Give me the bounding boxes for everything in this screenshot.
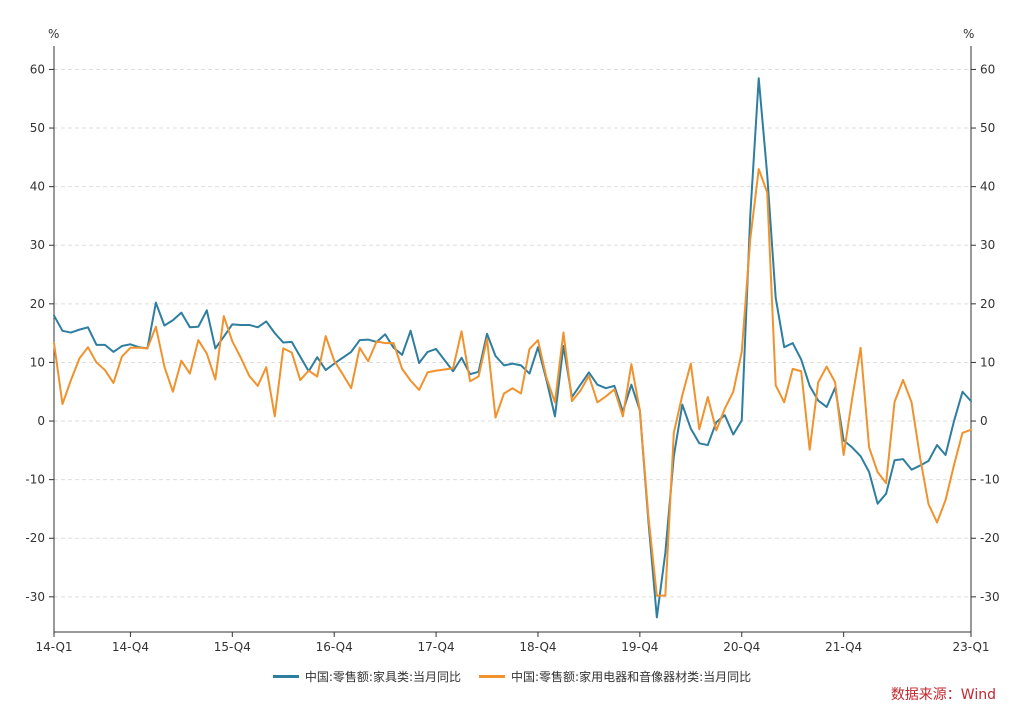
series-line-appliances: [53, 168, 972, 597]
series-lines: [53, 77, 972, 619]
x-tick-label: 20-Q4: [723, 640, 760, 654]
x-tick-label: 15-Q4: [214, 640, 251, 654]
gridlines: [54, 68, 971, 598]
left-y-tick-label: -10: [25, 473, 45, 487]
series-line-furniture: [53, 77, 972, 619]
right-y-tick-label: 10: [980, 355, 995, 369]
legend-swatch-furniture: [272, 674, 299, 678]
left-y-ticks: -30 -20 -10 0 10 20 30 40 50 60: [25, 62, 54, 604]
right-y-tick-label: 30: [980, 238, 995, 252]
right-y-tick-label: 40: [980, 180, 995, 194]
x-tick-label: 19-Q4: [621, 640, 658, 654]
legend-swatch-appliances: [479, 674, 505, 678]
left-y-tick-label: 50: [30, 121, 45, 135]
left-y-tick-label: 0: [37, 414, 45, 428]
left-y-tick-label: -20: [25, 531, 45, 545]
right-y-tick-label: 20: [980, 297, 995, 311]
axes: [53, 46, 972, 633]
source-note: 数据来源：Wind: [890, 687, 996, 703]
x-tick-label: 16-Q4: [316, 640, 353, 654]
right-y-tick-label: -20: [980, 531, 1000, 545]
right-y-unit: %: [963, 27, 974, 41]
x-tick-label: 14-Q1: [35, 640, 72, 654]
left-y-tick-label: 30: [30, 238, 45, 252]
left-y-tick-label: 20: [30, 297, 45, 311]
left-y-unit: %: [48, 27, 59, 41]
right-y-tick-label: 50: [980, 121, 995, 135]
legend-item-furniture: 中国:零售额:家具类:当月同比: [272, 668, 461, 685]
x-tick-label: 18-Q4: [519, 640, 556, 654]
right-y-tick-label: -10: [980, 473, 1000, 487]
legend-item-appliances: 中国:零售额:家用电器和音像器材类:当月同比: [479, 668, 751, 685]
right-y-tick-label: 60: [980, 62, 995, 76]
right-y-tick-label: -30: [980, 590, 1000, 604]
right-y-ticks: -30 -20 -10 0 10 20 30 40 50 60: [971, 62, 1000, 604]
x-tick-label: 21-Q4: [825, 640, 862, 654]
legend-label-appliances: 中国:零售额:家用电器和音像器材类:当月同比: [511, 669, 752, 684]
x-ticks: 14-Q1 14-Q4 15-Q4 16-Q4 17-Q4 18-Q4 19-Q4 20-Q4…: [35, 632, 990, 654]
left-y-tick-label: -30: [25, 590, 45, 604]
left-y-tick-label: 60: [30, 62, 45, 76]
legend: 中国:零售额:家具类:当月同比 中国:零售额:家用电器和音像器材类:当月同比: [0, 664, 1024, 688]
legend-label-furniture: 中国:零售额:家具类:当月同比: [304, 669, 461, 684]
left-y-tick-label: 40: [30, 180, 45, 194]
left-y-tick-label: 10: [30, 355, 45, 369]
x-tick-label: 23-Q1: [952, 640, 989, 654]
x-tick-label: 14-Q4: [112, 640, 149, 654]
x-tick-label: 17-Q4: [418, 640, 455, 654]
right-y-tick-label: 0: [980, 414, 988, 428]
